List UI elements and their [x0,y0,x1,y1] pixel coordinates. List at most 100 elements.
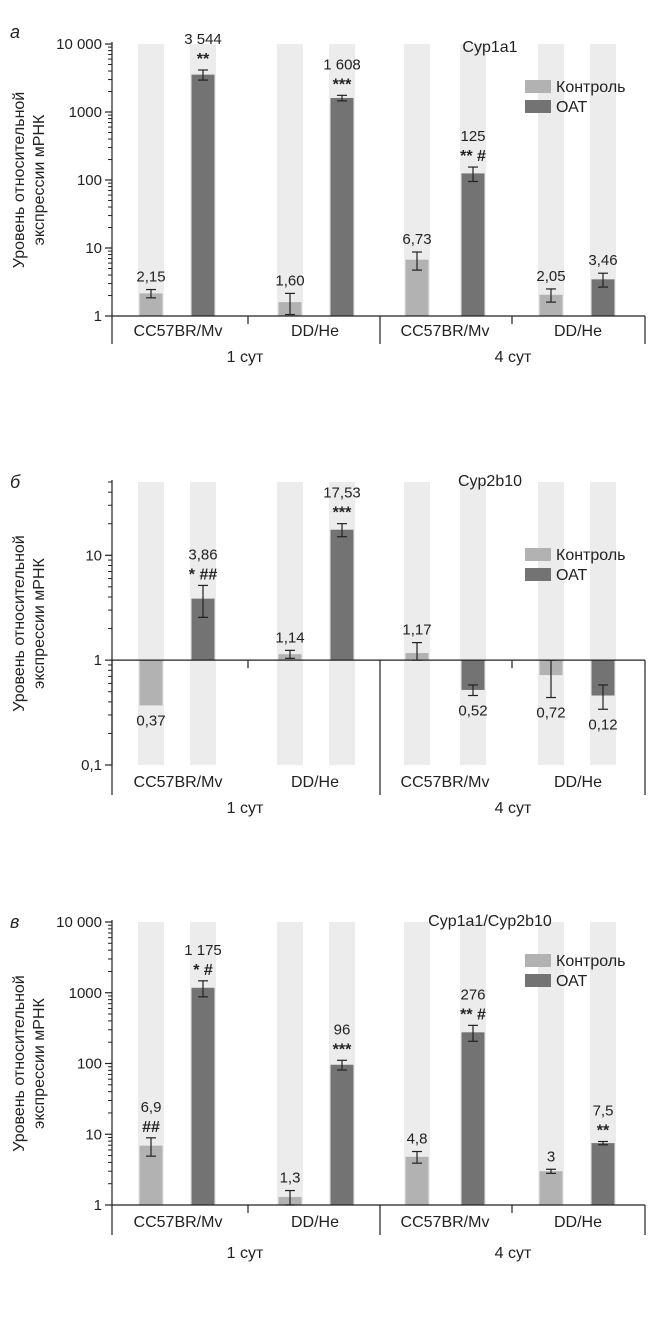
bar-background-stripe [538,922,564,1205]
data-label: 125 [460,128,485,145]
legend-label: Контроль [556,547,626,564]
chart-title: Cyp2b10 [458,473,522,490]
y-tick-label: 100 [77,1056,102,1073]
y-tick-label: 0,1 [81,757,102,774]
bar [461,1032,485,1205]
bar-background-stripe [460,482,486,765]
y-tick-label: 10 [85,240,102,257]
category-label: DD/He [291,323,339,340]
category-label: DD/He [554,774,602,791]
y-tick-label: 10 000 [56,36,102,53]
significance-mark: *** [333,1041,352,1058]
bar-background-stripe [277,44,303,316]
y-tick-label: 1000 [69,985,102,1002]
legend-swatch [525,568,551,581]
data-label: 6,9 [141,1099,162,1116]
data-label: 276 [460,986,485,1003]
category-label: DD/He [554,323,602,340]
bar [330,529,354,661]
legend-swatch [525,80,551,93]
legend-swatch [525,548,551,561]
legend: Контроль ОАТ [525,79,626,116]
panel-letter: б [10,472,21,492]
data-label: 0,37 [136,712,165,729]
bar-background-stripe [590,482,616,765]
bar [139,1145,163,1205]
data-label: 3 [547,1148,555,1165]
bar-background-stripe [138,482,164,765]
bar-background-stripe [590,44,616,316]
data-label: 1 608 [323,56,361,73]
bar [539,294,563,316]
y-tick-label: 10 [85,1126,102,1143]
significance-mark: * ## [189,566,218,583]
panel-letter: а [10,22,20,42]
chart-title: Cyp1a1/Cyp2b10 [428,913,552,930]
bar [405,259,429,316]
chart-panel-3: ## 6,9 1,3 4,8 3 * # 1 175 *** 96 ** # 276 ** 7,5 1 10… [10,912,646,1262]
chart-panel-2: 0,37 1,14 1,17 0,72 * ## 3,86 *** 17,53 0,52 0,12… [10,472,646,817]
y-axis-label: Уровень относительной [11,975,28,1151]
legend-swatch [525,974,551,987]
data-label: 1,3 [280,1170,301,1187]
data-label: 1,14 [275,629,304,646]
y-axis-label: Уровень относительной [11,535,28,711]
legend-label: ОАТ [556,973,588,990]
category-label: CC57BR/Mv [401,323,490,340]
data-label: 7,5 [593,1102,614,1119]
bar [330,1064,354,1205]
bar [139,293,163,316]
chart-panel-1: 2,15 1,60 6,73 2,05 ** 3 544 *** 1 608 ** # 125 3,… [10,22,646,366]
y-axis-label: экспрессии мРНК [31,114,48,245]
data-label: 3,46 [588,252,617,269]
y-tick-label: 1 [94,652,102,669]
data-label: 0,12 [588,716,617,733]
significance-mark: *** [333,505,352,522]
bar [405,1156,429,1205]
significance-mark: ** [597,1122,610,1139]
bar [461,660,485,690]
legend-label: ОАТ [556,567,588,584]
category-label: CC57BR/Mv [134,774,223,791]
legend: Контроль ОАТ [525,953,626,990]
bar-background-stripe [404,482,430,765]
significance-mark: ** [197,51,210,68]
group-label: 4 сут [495,1245,532,1262]
significance-mark: *** [333,76,352,93]
data-label: 2,05 [536,268,565,285]
legend-swatch [525,954,551,967]
data-label: 96 [334,1021,351,1038]
y-tick-label: 1 [94,1197,102,1214]
data-label: 3,86 [188,546,217,563]
significance-mark: ## [142,1119,160,1136]
legend: Контроль ОАТ [525,547,626,584]
significance-mark: ** # [460,1006,486,1023]
data-label: 1,60 [275,272,304,289]
bar-background-stripe [538,482,564,765]
y-tick-label: 100 [77,172,102,189]
bar [191,598,215,661]
data-label: 1 175 [184,942,222,959]
group-label: 1 сут [227,349,264,366]
category-label: CC57BR/Mv [134,323,223,340]
group-label: 4 сут [495,349,532,366]
data-label: 0,52 [458,703,487,720]
data-label: 1,17 [402,622,431,639]
category-label: DD/He [554,1214,602,1231]
bar [591,1143,615,1205]
y-tick-label: 1 [94,308,102,325]
group-label: 1 сут [227,1245,264,1262]
y-tick-label: 1000 [69,104,102,121]
group-label: 4 сут [495,800,532,817]
data-label: 6,73 [402,231,431,248]
y-tick-label: 10 000 [56,914,102,931]
data-label: 3 544 [184,31,222,48]
y-axis-label: Уровень относительной [11,92,28,268]
data-label: 17,53 [323,485,361,502]
category-label: CC57BR/Mv [401,774,490,791]
bar [330,97,354,316]
bar [139,660,163,706]
bar [591,279,615,316]
category-label: DD/He [291,774,339,791]
panel-letter: в [10,912,19,932]
